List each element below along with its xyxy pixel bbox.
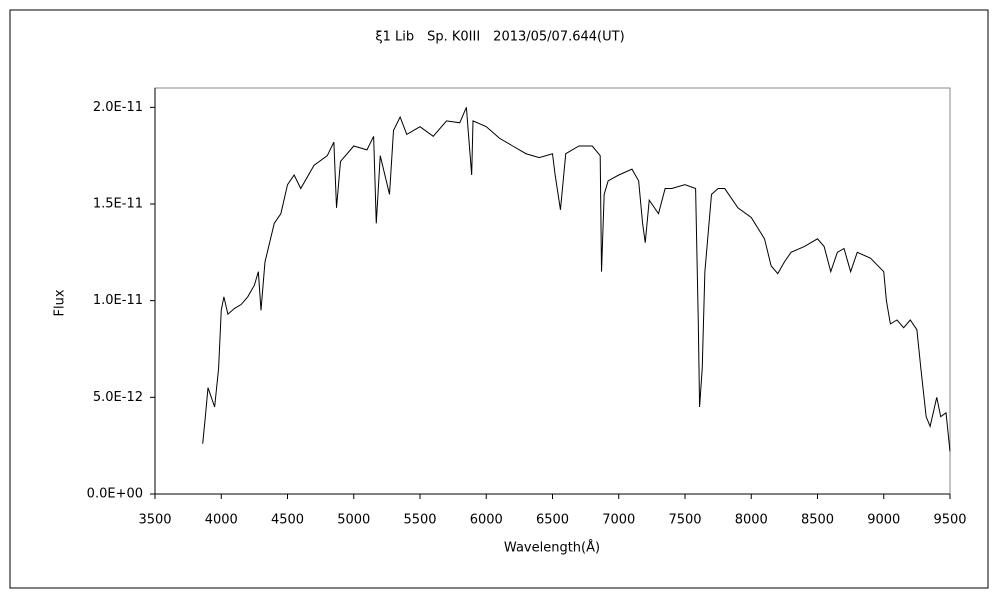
y-tick-label: 5.0E-12 <box>93 390 143 405</box>
y-axis-label: Flux <box>53 289 68 316</box>
x-tick-label: 7000 <box>602 513 635 528</box>
x-axis-label: Wavelength(Å) <box>504 540 600 556</box>
x-tick-label: 9500 <box>933 513 966 528</box>
y-tick-label: 2.0E-11 <box>93 100 143 115</box>
x-tick-label: 7500 <box>668 513 701 528</box>
y-tick-label: 1.0E-11 <box>93 293 143 308</box>
x-tick-label: 6000 <box>470 513 503 528</box>
y-tick-label: 0.0E+00 <box>87 487 143 502</box>
x-tick-label: 4500 <box>271 513 304 528</box>
x-tick-label: 5000 <box>337 513 370 528</box>
x-tick-label: 8000 <box>735 513 768 528</box>
y-tick-label: 1.5E-11 <box>93 197 143 212</box>
x-tick-label: 5500 <box>403 513 436 528</box>
x-tick-label: 3500 <box>138 513 171 528</box>
x-tick-label: 6500 <box>536 513 569 528</box>
x-tick-label: 9000 <box>867 513 900 528</box>
spectrum-line <box>202 107 951 452</box>
chart-title: ξ1 Lib Sp. K0III 2013/05/07.644(UT) <box>375 30 624 45</box>
x-tick-label: 4000 <box>205 513 238 528</box>
x-tick-label: 8500 <box>801 513 834 528</box>
plot-area <box>154 87 951 495</box>
